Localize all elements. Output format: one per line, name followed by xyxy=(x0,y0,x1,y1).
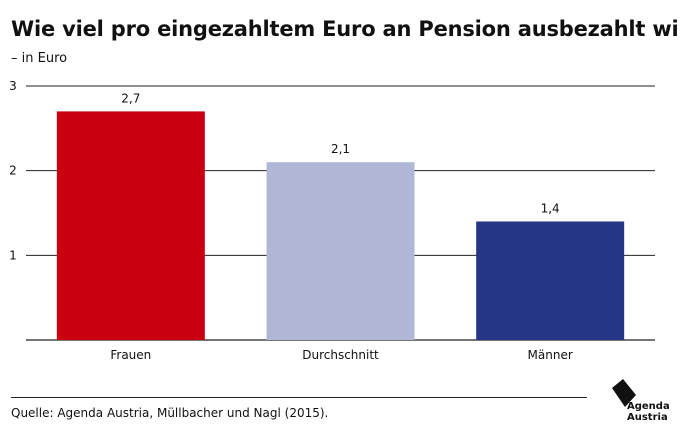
data-label: 2,1 xyxy=(331,142,350,156)
data-label: 1,4 xyxy=(541,201,560,215)
source-note: Quelle: Agenda Austria, Müllbacher und N… xyxy=(11,406,329,420)
x-tick-label: Männer xyxy=(528,348,573,362)
y-tick-label: 2 xyxy=(9,164,17,178)
bar-1 xyxy=(56,111,205,341)
footer-divider xyxy=(11,397,587,398)
bars xyxy=(56,111,625,341)
bar-3 xyxy=(476,221,625,340)
logo-text-agenda: Agenda xyxy=(627,401,670,412)
logo-mark-icon xyxy=(612,379,636,407)
bar-2 xyxy=(266,162,415,340)
y-tick-label: 1 xyxy=(9,248,17,262)
logo-text-austria: Austria xyxy=(627,412,668,423)
x-tick-label: Frauen xyxy=(110,348,151,362)
data-label: 2,7 xyxy=(121,91,140,105)
chart-title: Wie viel pro eingezahltem Euro an Pensio… xyxy=(11,17,680,41)
labels: 1 2 3 2,7 Frauen 2,1 Durchschnitt 1,4 Männer xyxy=(9,79,573,362)
chart-subtitle: – in Euro xyxy=(11,51,68,66)
agenda-austria-logo: Agenda Austria xyxy=(611,378,675,426)
x-tick-label: Durchschnitt xyxy=(302,348,379,362)
bar-chart: 1 2 3 2,7 Frauen 2,1 Durchschnitt 1,4 Männer xyxy=(9,79,655,362)
y-tick-label: 3 xyxy=(9,79,17,93)
